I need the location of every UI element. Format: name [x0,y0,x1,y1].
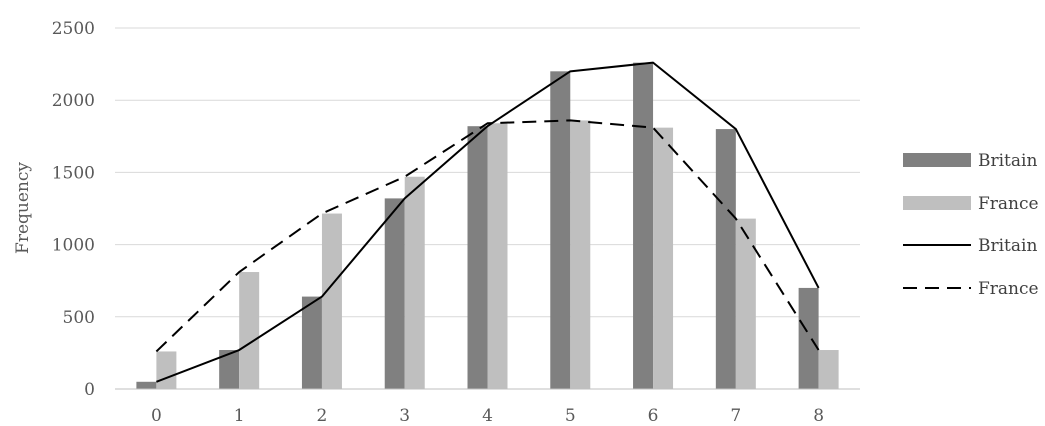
bar-britain-6 [633,62,654,389]
y-tick-label: 1000 [52,236,95,256]
bar-britain-8 [798,287,819,389]
bar-france-8 [818,350,839,389]
line-britain-solid [156,61,820,383]
bar-britain-1 [219,350,240,389]
bars [136,62,839,390]
series-lines [155,61,820,383]
bar-britain-7 [715,129,736,389]
x-tick-label: 2 [317,406,328,426]
legend-label-line-britain: Britain [978,236,1037,256]
legend-swatch-bar-france [903,196,971,210]
y-tick-label: 0 [84,380,95,400]
bar-britain-4 [467,126,488,389]
legend: Britain France Britain France [903,151,1039,299]
y-tick-label: 2000 [52,91,95,111]
x-tick-label: 8 [813,406,824,426]
legend-label-line-france: France [978,279,1039,299]
bar-britain-2 [301,296,322,389]
legend-swatch-bar-britain [903,153,971,167]
bar-france-7 [735,218,756,389]
legend-label-bar-britain: Britain [978,151,1037,171]
bar-britain-5 [550,71,571,389]
legend-label-bar-france: France [978,194,1039,214]
y-axis-label: Frequency [13,162,33,254]
bar-france-5 [570,120,591,389]
bar-britain-0 [136,381,157,389]
y-tick-label: 2500 [52,19,95,39]
x-tick-label: 0 [151,406,162,426]
bar-france-1 [239,272,260,389]
x-tick-label: 1 [234,406,245,426]
bar-france-3 [404,176,425,389]
x-tick-label: 3 [399,406,410,426]
x-axis-ticks: 0 1 2 3 4 5 6 7 8 [151,406,824,426]
x-tick-label: 6 [648,406,659,426]
bar-france-2 [321,213,342,389]
line-france-dashed [155,119,820,353]
x-tick-label: 7 [730,406,741,426]
x-tick-label: 5 [565,406,576,426]
y-axis-ticks: 0 500 1000 1500 2000 2500 [52,19,95,400]
bar-france-4 [487,123,508,389]
y-tick-label: 500 [63,308,95,328]
x-tick-label: 4 [482,406,493,426]
bar-france-0 [156,351,177,389]
bar-britain-3 [384,198,405,389]
bar-france-6 [653,127,674,390]
y-tick-label: 1500 [52,163,95,183]
